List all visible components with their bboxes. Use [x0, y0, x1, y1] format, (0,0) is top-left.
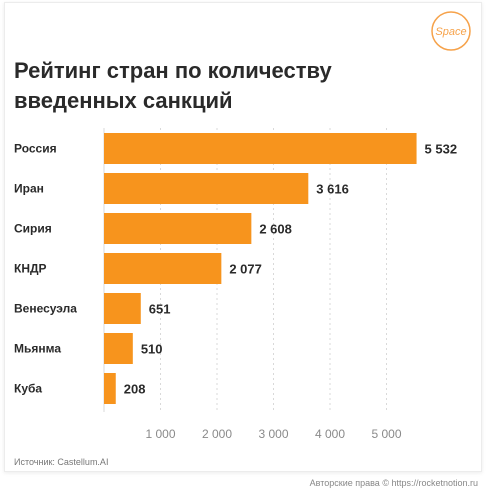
bar — [104, 133, 417, 164]
category-label: Иран — [14, 182, 44, 196]
category-label: КНДР — [14, 262, 47, 276]
category-label: Венесуэла — [14, 302, 77, 316]
space-logo: Space — [431, 11, 471, 51]
bar — [104, 333, 133, 364]
x-tick-label: 4 000 — [315, 427, 345, 441]
chart-title-line-2: введенных санкций — [14, 88, 233, 113]
chart-title: Рейтинг стран по количеству введенных са… — [14, 56, 414, 116]
copyright-watermark: Авторские права © https://rocketnotion.r… — [309, 478, 478, 488]
value-label: 2 608 — [259, 222, 292, 237]
category-label: Куба — [14, 382, 42, 396]
logo-text: Space — [435, 26, 466, 38]
value-label: 651 — [149, 302, 171, 317]
category-label: Россия — [14, 142, 57, 156]
value-label: 208 — [124, 382, 146, 397]
x-tick-label: 5 000 — [371, 427, 401, 441]
bar — [104, 373, 116, 404]
source-note: Источник: Castellum.AI — [14, 457, 109, 467]
chart-title-line-1: Рейтинг стран по количеству — [14, 58, 332, 83]
value-label: 3 616 — [316, 182, 349, 197]
category-label: Сирия — [14, 222, 52, 236]
bar — [104, 173, 309, 204]
value-label: 510 — [141, 342, 163, 357]
x-tick-label: 3 000 — [258, 427, 288, 441]
value-label: 2 077 — [229, 262, 262, 277]
x-tick-label: 1 000 — [145, 427, 175, 441]
x-tick-label: 2 000 — [202, 427, 232, 441]
logo-ring — [431, 11, 471, 51]
value-label: 5 532 — [425, 142, 458, 157]
category-label: Мьянма — [14, 342, 61, 356]
bar — [104, 253, 222, 284]
bar — [104, 213, 252, 244]
bar — [104, 293, 141, 324]
